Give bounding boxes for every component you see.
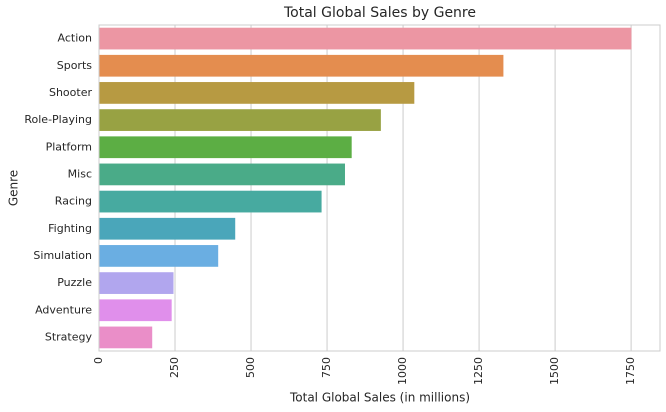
- x-tick-label: 1500: [548, 357, 561, 385]
- y-tick-label: Sports: [57, 59, 93, 72]
- bar: [99, 272, 174, 294]
- y-tick-label: Racing: [55, 195, 92, 208]
- y-tick-label: Adventure: [35, 303, 92, 316]
- y-tick-label: Role-Playing: [24, 113, 92, 126]
- y-tick-label: Misc: [68, 167, 92, 180]
- y-tick-label: Simulation: [33, 249, 92, 262]
- plot-frame: [98, 24, 661, 352]
- bar: [99, 245, 219, 267]
- bar: [99, 326, 153, 349]
- y-tick-label: Strategy: [45, 330, 93, 343]
- bar: [99, 299, 172, 322]
- x-tick-label: 1000: [396, 357, 409, 385]
- x-tick-label: 500: [244, 357, 257, 378]
- chart-title: Total Global Sales by Genre: [283, 5, 476, 21]
- bar: [99, 163, 345, 186]
- x-tick-label: 1750: [624, 357, 637, 385]
- bar: [99, 217, 236, 240]
- bar: [99, 82, 415, 104]
- bar: [99, 190, 322, 213]
- y-tick-label: Shooter: [49, 86, 92, 99]
- bar: [99, 109, 381, 131]
- x-tick-label: 250: [168, 357, 181, 378]
- y-tick-label: Fighting: [48, 222, 92, 235]
- bar: [99, 136, 352, 159]
- y-axis-label: Genre: [7, 170, 21, 206]
- x-axis-label: Total Global Sales (in millions): [289, 391, 470, 405]
- x-tick-label: 750: [320, 357, 333, 378]
- bar: [99, 54, 504, 77]
- bar: [99, 27, 632, 50]
- y-tick-label: Action: [58, 32, 92, 45]
- y-tick-label: Platform: [46, 140, 92, 153]
- x-tick-label: 1250: [472, 357, 485, 385]
- x-tick-label: 0: [92, 357, 105, 364]
- y-tick-label: Puzzle: [57, 276, 92, 289]
